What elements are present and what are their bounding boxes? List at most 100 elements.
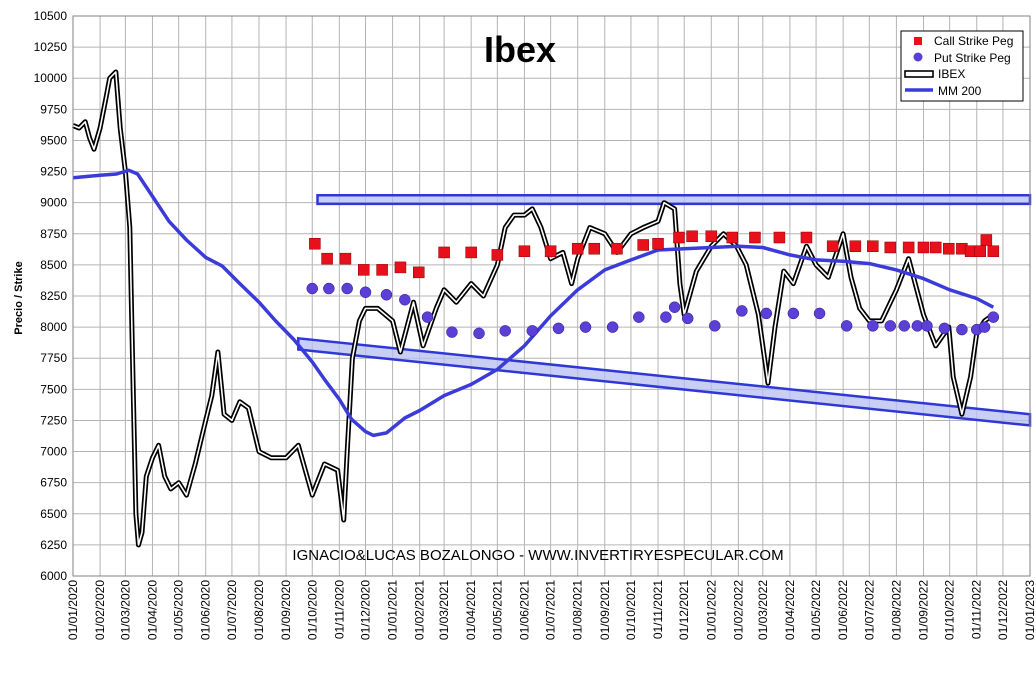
x-tick-label: 01/04/2020: [145, 580, 159, 640]
call-strike-marker: [726, 231, 738, 244]
x-tick-label: 01/09/2021: [598, 580, 612, 640]
x-tick-label: 01/06/2022: [836, 580, 850, 640]
x-tick-label: 01/03/2021: [437, 580, 451, 640]
x-tick-label: 01/07/2022: [862, 580, 876, 640]
put-strike-marker: [499, 325, 511, 337]
call-strike-marker: [902, 241, 915, 254]
x-tick-label: 01/12/2021: [677, 580, 691, 640]
put-strike-marker: [813, 307, 826, 320]
call-strike-marker: [867, 240, 879, 252]
legend-put-marker: [913, 52, 923, 62]
line-layer: [72, 69, 995, 548]
y-tick-label: 6250: [40, 538, 67, 552]
put-strike-marker: [399, 293, 411, 306]
marker-layer: [306, 230, 1000, 340]
call-strike-marker: [438, 246, 450, 259]
call-strike-marker: [544, 245, 557, 257]
call-strike-marker: [358, 264, 370, 276]
put-strike-marker: [911, 320, 924, 332]
call-strike-marker: [588, 242, 601, 255]
put-strike-marker: [446, 326, 458, 338]
x-tick-label: 01/05/2021: [490, 580, 504, 640]
put-strike-marker: [660, 311, 672, 323]
x-tick-label: 01/03/2020: [118, 580, 132, 640]
call-strike-marker: [394, 261, 407, 274]
x-tick-label: 01/12/2020: [359, 580, 373, 640]
y-tick-label: 6750: [40, 476, 67, 490]
call-strike-marker: [987, 245, 1000, 257]
legend-ibex-label: IBEX: [938, 67, 965, 81]
x-tick-label: 01/04/2022: [783, 580, 797, 640]
x-tick-label: 01/11/2021: [651, 580, 665, 639]
x-tick-label: 01/05/2020: [172, 580, 186, 640]
mm200-line: [72, 168, 995, 438]
y-tick-label: 10250: [34, 40, 68, 54]
x-tick-label: 01/10/2021: [624, 580, 638, 640]
y-tick-label: 10000: [34, 71, 68, 85]
put-strike-marker: [884, 320, 897, 332]
call-strike-marker: [413, 266, 425, 279]
x-tick-label: 01/10/2020: [305, 580, 319, 640]
x-tick-label: 01/09/2022: [916, 580, 930, 640]
call-strike-marker: [943, 242, 955, 255]
x-tick-label: 01/02/2021: [413, 580, 427, 640]
y-tick-label: 7000: [40, 445, 67, 459]
call-strike-marker: [749, 231, 761, 244]
put-strike-marker: [380, 289, 393, 301]
resistance-band: [316, 193, 1032, 206]
x-tick-label: 01/07/2021: [544, 580, 558, 640]
call-strike-marker: [800, 231, 813, 244]
x-tick-label: 01/05/2022: [809, 580, 823, 640]
chart-title: Ibex: [484, 29, 556, 70]
put-strike-marker: [421, 311, 434, 323]
call-strike-marker: [376, 264, 388, 276]
call-strike-marker: [339, 252, 352, 265]
y-tick-label: 7250: [40, 413, 67, 427]
legend-mm200-label: MM 200: [938, 84, 982, 98]
x-tick-label: 01/01/2022: [704, 580, 718, 640]
call-strike-marker: [673, 231, 685, 244]
chart-annotation: IGNACIO&LUCAS BOZALONGO - WWW.INVERTIRYE…: [292, 547, 783, 564]
x-tick-label: 01/08/2020: [252, 580, 266, 640]
call-strike-marker: [652, 237, 664, 250]
y-tick-label: 9000: [40, 196, 67, 210]
call-strike-marker: [826, 240, 839, 252]
x-tick-label: 01/02/2022: [731, 580, 745, 640]
put-strike-marker: [633, 311, 645, 323]
legend-call-marker: [914, 37, 922, 45]
x-tick-label: 01/10/2022: [943, 580, 957, 640]
put-strike-marker: [840, 320, 853, 332]
y-tick-label: 7500: [40, 382, 67, 396]
call-strike-marker: [309, 237, 321, 250]
x-tick-label: 01/03/2022: [756, 580, 770, 640]
put-strike-marker: [359, 286, 372, 299]
call-strike-marker: [321, 252, 333, 265]
put-strike-marker: [956, 323, 968, 336]
put-strike-marker: [898, 320, 911, 332]
put-strike-marker: [526, 325, 539, 337]
x-tick-label: 01/12/2022: [996, 580, 1010, 640]
put-strike-marker: [681, 312, 694, 325]
axis-layer: 6000 6250 6500 6750 7000 7250 7500 7750 8000 8250…: [34, 9, 1036, 640]
x-tick-label: 01/11/2022: [970, 580, 984, 639]
call-strike-marker: [980, 234, 993, 246]
y-tick-label: 9250: [40, 165, 67, 179]
x-tick-label: 01/01/2021: [386, 580, 400, 640]
call-strike-marker: [518, 245, 531, 257]
call-strike-marker: [637, 239, 649, 251]
call-strike-marker: [491, 249, 504, 261]
x-tick-label: 01/01/2023: [1023, 580, 1036, 640]
y-tick-label: 7750: [40, 351, 67, 365]
legend-put-label: Put Strike Peg: [934, 51, 1011, 65]
call-strike-marker: [465, 246, 477, 259]
put-strike-marker: [736, 305, 748, 317]
put-strike-marker: [978, 321, 991, 333]
legend-call-label: Call Strike Peg: [934, 34, 1013, 48]
y-tick-label: 10500: [34, 9, 68, 23]
put-strike-marker: [921, 320, 933, 332]
put-strike-marker: [787, 307, 800, 320]
put-strike-marker: [606, 321, 619, 333]
y-tick-label: 6000: [40, 569, 67, 583]
